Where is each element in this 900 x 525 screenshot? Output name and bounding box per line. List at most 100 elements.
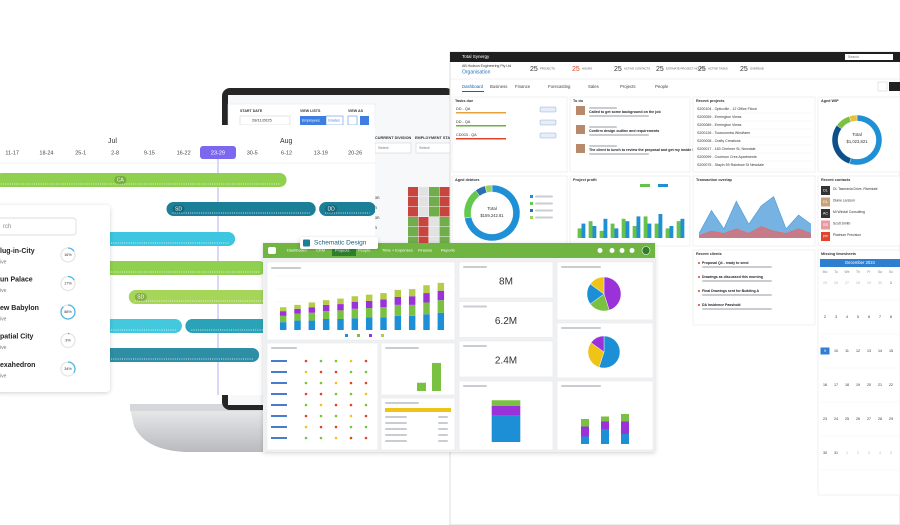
donut-slice	[849, 114, 858, 123]
bar-segment	[322, 300, 330, 305]
status-dot	[349, 359, 353, 363]
nav-item: Dashboard	[287, 248, 307, 253]
placeholder-text	[271, 347, 297, 349]
nav-active	[332, 245, 356, 256]
search-box[interactable]	[845, 54, 893, 60]
week-label: 20-26	[348, 150, 362, 156]
status-dot	[364, 436, 368, 440]
bar-segment	[279, 311, 287, 316]
placeholder-text	[438, 434, 448, 436]
icon-button[interactable]	[889, 82, 900, 91]
cell	[408, 207, 418, 217]
status-dot	[364, 359, 368, 363]
week-label: 30-5	[247, 150, 258, 156]
pie-slice	[587, 342, 605, 368]
month-label: Aug	[280, 138, 293, 145]
calendar-day: 13	[867, 349, 871, 353]
bar-segment	[437, 282, 445, 291]
placeholder-text	[561, 327, 601, 329]
view-icon[interactable]	[360, 116, 369, 125]
row-label: don	[372, 215, 380, 220]
select-value: Select	[419, 146, 430, 150]
progress-arc	[60, 275, 76, 292]
status-dot	[349, 381, 353, 385]
calendar-day: 15	[889, 349, 893, 353]
bar-segment	[380, 299, 387, 308]
placeholder-text	[589, 134, 649, 136]
kpi-label: ESTIMATE PROJECT HOURS	[666, 67, 705, 71]
nav-icon	[629, 248, 635, 253]
status-dot	[319, 370, 323, 374]
placeholder-text	[385, 434, 407, 436]
bar-segment	[581, 426, 589, 437]
legend-swatch	[530, 202, 533, 205]
tab: Dashboard	[462, 84, 484, 89]
cell	[418, 237, 429, 247]
project-name: exahedron	[0, 362, 35, 369]
bar-segment	[408, 289, 416, 297]
front-dashboard: Dashboard CRM Projects People Time + Expense…	[263, 243, 655, 452]
placeholder-text	[589, 107, 617, 109]
row-link	[271, 393, 287, 395]
status-dot	[304, 359, 308, 363]
app-name: Total Synergy	[462, 54, 490, 59]
status-dot	[349, 425, 353, 429]
project-status: ive	[0, 259, 7, 265]
project-status: ive	[0, 373, 7, 379]
contact-name: Diane Larsson	[833, 198, 855, 202]
status-dot	[349, 370, 353, 374]
bar-segment	[423, 314, 430, 330]
placeholder-text	[385, 347, 419, 349]
bar-segment	[491, 406, 521, 416]
date-value: 28/11/2025	[252, 118, 272, 123]
kpi-value: 2.4M	[495, 356, 517, 367]
panel	[266, 342, 379, 451]
todo-text: Called to get some background on the job	[589, 110, 661, 114]
placeholder-text	[561, 266, 601, 268]
select[interactable]	[415, 142, 451, 154]
gantt-label: DD	[328, 206, 336, 212]
status-dot	[349, 392, 353, 396]
panel-title: Transaction overlap	[696, 178, 733, 182]
project-status: ive	[0, 345, 7, 351]
view-icon[interactable]	[347, 115, 358, 126]
kpi-label: HOURS	[582, 67, 592, 71]
label: START DATE	[240, 109, 263, 113]
kpi-value: 25	[656, 66, 664, 73]
calendar-day: 25	[823, 281, 827, 285]
calendar-selected	[820, 347, 830, 355]
calendar-month: December 2024	[845, 260, 875, 265]
bar-segment	[380, 317, 387, 330]
bar	[599, 230, 604, 238]
calendar-day: 8	[890, 315, 892, 319]
calendar-day: 10	[834, 349, 838, 353]
legend-swatch	[357, 334, 360, 337]
placeholder-text	[463, 385, 487, 387]
bar	[610, 223, 615, 238]
bar	[665, 228, 670, 238]
icon-button[interactable]	[877, 81, 888, 92]
cell	[439, 227, 450, 237]
status-dot	[334, 425, 338, 429]
toggle-label: Employees	[302, 118, 320, 122]
client-note: Final Drawings sent for Building A	[702, 289, 760, 293]
bar	[658, 214, 663, 238]
bar-segment	[581, 419, 589, 427]
bar-segment	[365, 294, 373, 301]
contact-name: Mi Windal Consulting	[833, 210, 865, 214]
bar-segment	[279, 315, 287, 323]
bar-segment	[408, 304, 416, 316]
bar-segment	[621, 421, 629, 434]
panel	[692, 249, 816, 326]
toggle[interactable]	[300, 116, 326, 125]
panel-title: Aged debtors	[455, 178, 479, 182]
panel-title: Aged WIP	[821, 99, 839, 103]
placeholder-text	[438, 422, 448, 424]
status-dot	[319, 436, 323, 440]
tab-underline	[462, 91, 484, 92]
legend-swatch	[369, 334, 372, 337]
bar-segment	[294, 313, 301, 321]
bar-segment	[308, 312, 316, 321]
search-box[interactable]	[0, 217, 77, 236]
contact-initials: DL	[823, 200, 828, 204]
